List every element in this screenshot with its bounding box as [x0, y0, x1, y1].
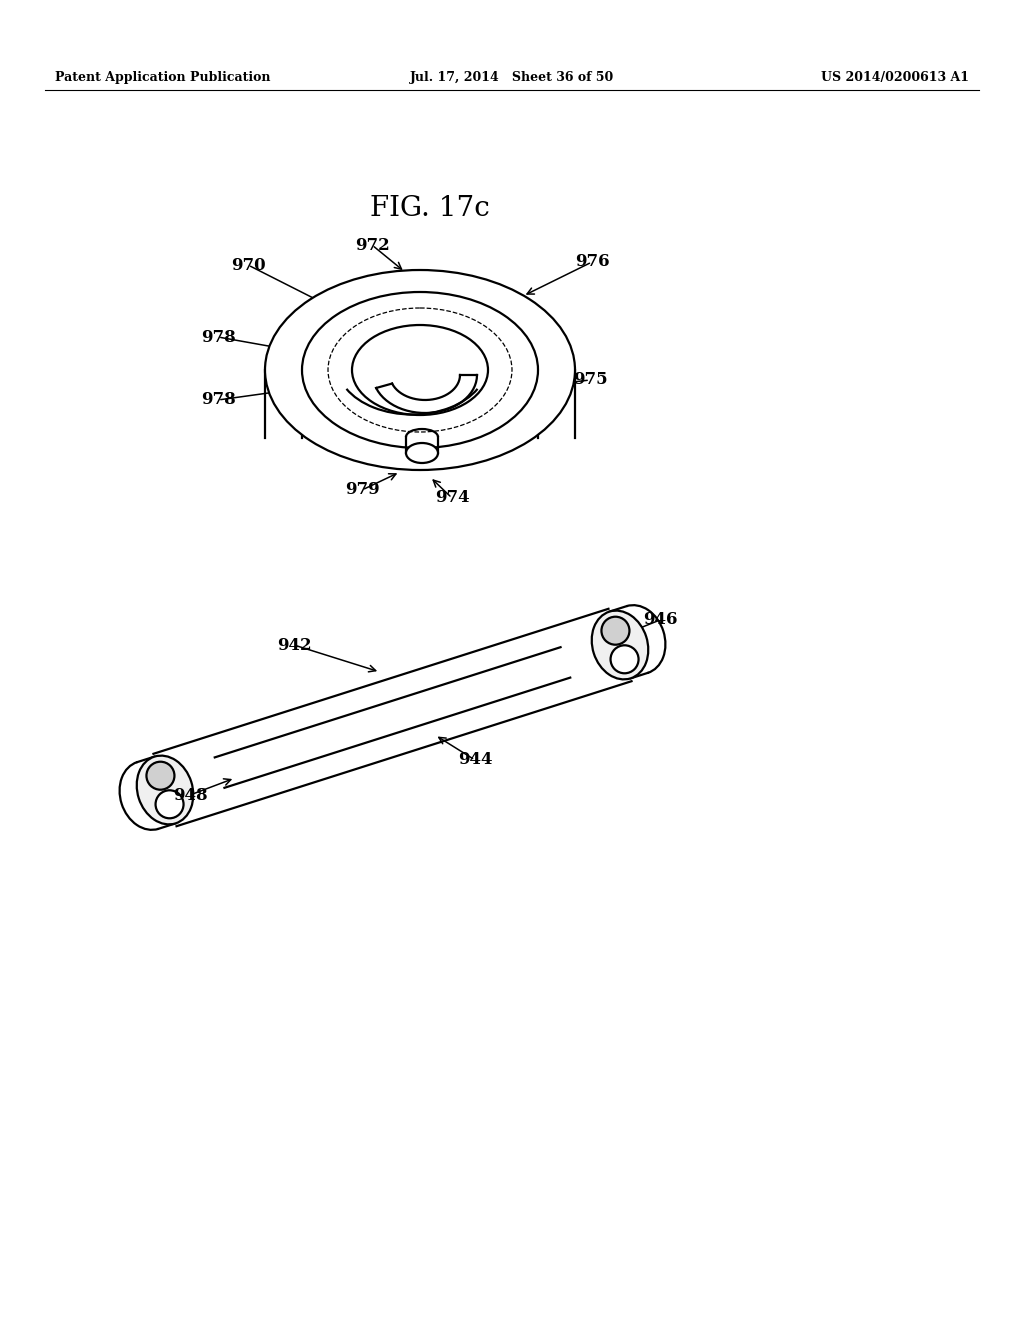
Ellipse shape: [156, 791, 183, 818]
Text: 976: 976: [574, 253, 609, 271]
Ellipse shape: [592, 611, 648, 680]
Text: 946: 946: [643, 611, 677, 628]
Text: Jul. 17, 2014   Sheet 36 of 50: Jul. 17, 2014 Sheet 36 of 50: [410, 71, 614, 84]
Text: 970: 970: [230, 256, 265, 273]
Ellipse shape: [302, 292, 538, 447]
Text: 979: 979: [345, 482, 379, 499]
Ellipse shape: [601, 616, 630, 644]
Text: US 2014/0200613 A1: US 2014/0200613 A1: [821, 71, 969, 84]
Ellipse shape: [406, 444, 438, 463]
Text: 944: 944: [458, 751, 493, 768]
Text: 978: 978: [201, 392, 236, 408]
Ellipse shape: [137, 755, 194, 825]
Polygon shape: [376, 375, 477, 413]
Text: 978: 978: [201, 329, 236, 346]
Text: 948: 948: [173, 787, 207, 804]
Text: 972: 972: [354, 236, 389, 253]
Ellipse shape: [265, 271, 575, 470]
Text: Patent Application Publication: Patent Application Publication: [55, 71, 270, 84]
Ellipse shape: [352, 325, 488, 414]
Text: 942: 942: [276, 636, 311, 653]
Ellipse shape: [610, 645, 639, 673]
Ellipse shape: [146, 762, 174, 789]
Text: 974: 974: [434, 490, 469, 507]
Text: FIG. 17c: FIG. 17c: [370, 194, 489, 222]
Text: 975: 975: [572, 371, 607, 388]
